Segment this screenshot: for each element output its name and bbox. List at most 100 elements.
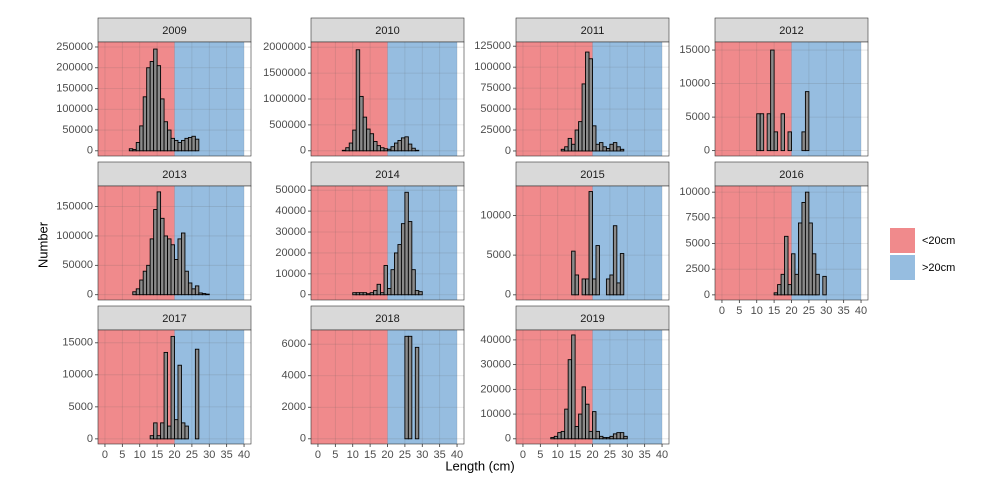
panel: 2012 0 5000 10000 15000 — [679, 17, 869, 157]
bar — [609, 274, 614, 296]
bar — [557, 432, 562, 440]
x-tick-label: 10 — [751, 305, 763, 317]
bar — [407, 143, 413, 152]
bar — [578, 121, 583, 152]
region — [516, 186, 593, 300]
bar — [184, 270, 189, 296]
y-tick-label: 0 — [300, 145, 306, 157]
bar — [585, 403, 590, 440]
bar — [383, 148, 388, 152]
bar — [756, 113, 761, 152]
y-tick-label: 250000 — [56, 41, 93, 53]
bar — [191, 135, 196, 152]
y-tick-label: 2000 — [282, 401, 306, 413]
region — [715, 42, 792, 156]
panel-title: 2017 — [162, 313, 186, 325]
panel-title: 2012 — [779, 25, 803, 37]
bar — [369, 133, 375, 152]
bar — [187, 137, 193, 152]
bar — [191, 288, 196, 296]
bar — [355, 292, 361, 296]
bar — [181, 139, 186, 152]
legend-label: >20cm — [922, 262, 955, 274]
panel-border — [310, 329, 465, 445]
bar — [156, 65, 162, 152]
bar — [177, 364, 182, 440]
panel-border — [97, 329, 252, 445]
bar — [612, 433, 618, 440]
y-tick-label: 40000 — [480, 334, 511, 346]
bar — [345, 147, 350, 152]
panel-border — [97, 185, 252, 301]
bar — [616, 146, 621, 152]
bar — [128, 148, 134, 152]
x-tick-label: 15 — [364, 449, 376, 461]
bar — [181, 422, 186, 440]
bar — [770, 49, 775, 152]
panel: 2009 0 50000 100000 150000 200000 250000 — [56, 17, 252, 157]
bar — [167, 129, 172, 152]
bar — [198, 292, 203, 296]
bar — [794, 273, 799, 296]
bar — [773, 292, 779, 296]
bar — [560, 430, 566, 440]
strip — [97, 161, 252, 187]
bar — [780, 113, 785, 152]
x-tick-label: 25 — [186, 449, 198, 461]
bar — [184, 137, 189, 152]
y-tick-label: 15000 — [679, 44, 710, 56]
bar — [811, 253, 817, 296]
x-tick-label: 20 — [586, 449, 598, 461]
strip — [515, 17, 670, 43]
bar — [194, 138, 200, 152]
panel-title: 2019 — [580, 313, 604, 325]
bar — [787, 284, 792, 296]
y-tick-label: 0 — [505, 289, 511, 301]
bar — [619, 253, 625, 296]
y-tick-label: 20000 — [480, 383, 511, 395]
legend-label: <20cm — [922, 235, 955, 247]
bar — [146, 67, 151, 152]
x-tick-label: 10 — [552, 449, 564, 461]
legend-swatch — [890, 228, 915, 253]
x-tick-label: 35 — [838, 305, 850, 317]
bar — [139, 125, 144, 152]
bar — [387, 288, 392, 296]
x-tick-label: 0 — [102, 449, 108, 461]
panel: 2010 0 500000 1000000 1500000 2000000 — [263, 17, 465, 157]
y-tick-label: 0 — [87, 145, 93, 157]
x-tick-label: 25 — [399, 449, 411, 461]
y-tick-label: 7500 — [686, 212, 710, 224]
bar — [791, 253, 796, 296]
bar — [801, 201, 806, 296]
x-tick-label: 30 — [820, 305, 832, 317]
bar — [366, 293, 371, 296]
bar — [369, 292, 375, 296]
bar — [777, 284, 782, 296]
strip — [515, 161, 670, 187]
bar — [609, 143, 614, 152]
bar — [411, 147, 416, 152]
bar — [352, 129, 357, 152]
bar — [759, 113, 765, 152]
x-tick-label: 10 — [347, 449, 359, 461]
bar — [404, 191, 409, 296]
strip — [310, 161, 465, 187]
bar — [592, 125, 597, 152]
bar — [135, 142, 141, 152]
x-tick-label: 5 — [537, 449, 543, 461]
panel-border — [515, 41, 670, 157]
bar — [187, 282, 193, 296]
bar — [804, 191, 810, 296]
bar — [135, 288, 141, 296]
bar — [602, 437, 607, 440]
bar — [605, 437, 611, 440]
bar — [571, 334, 576, 440]
y-tick-label: 125000 — [474, 40, 511, 52]
bar — [801, 131, 806, 152]
x-tick-label: 15 — [569, 449, 581, 461]
region — [387, 42, 458, 156]
bar — [205, 293, 210, 296]
bar — [149, 61, 155, 152]
